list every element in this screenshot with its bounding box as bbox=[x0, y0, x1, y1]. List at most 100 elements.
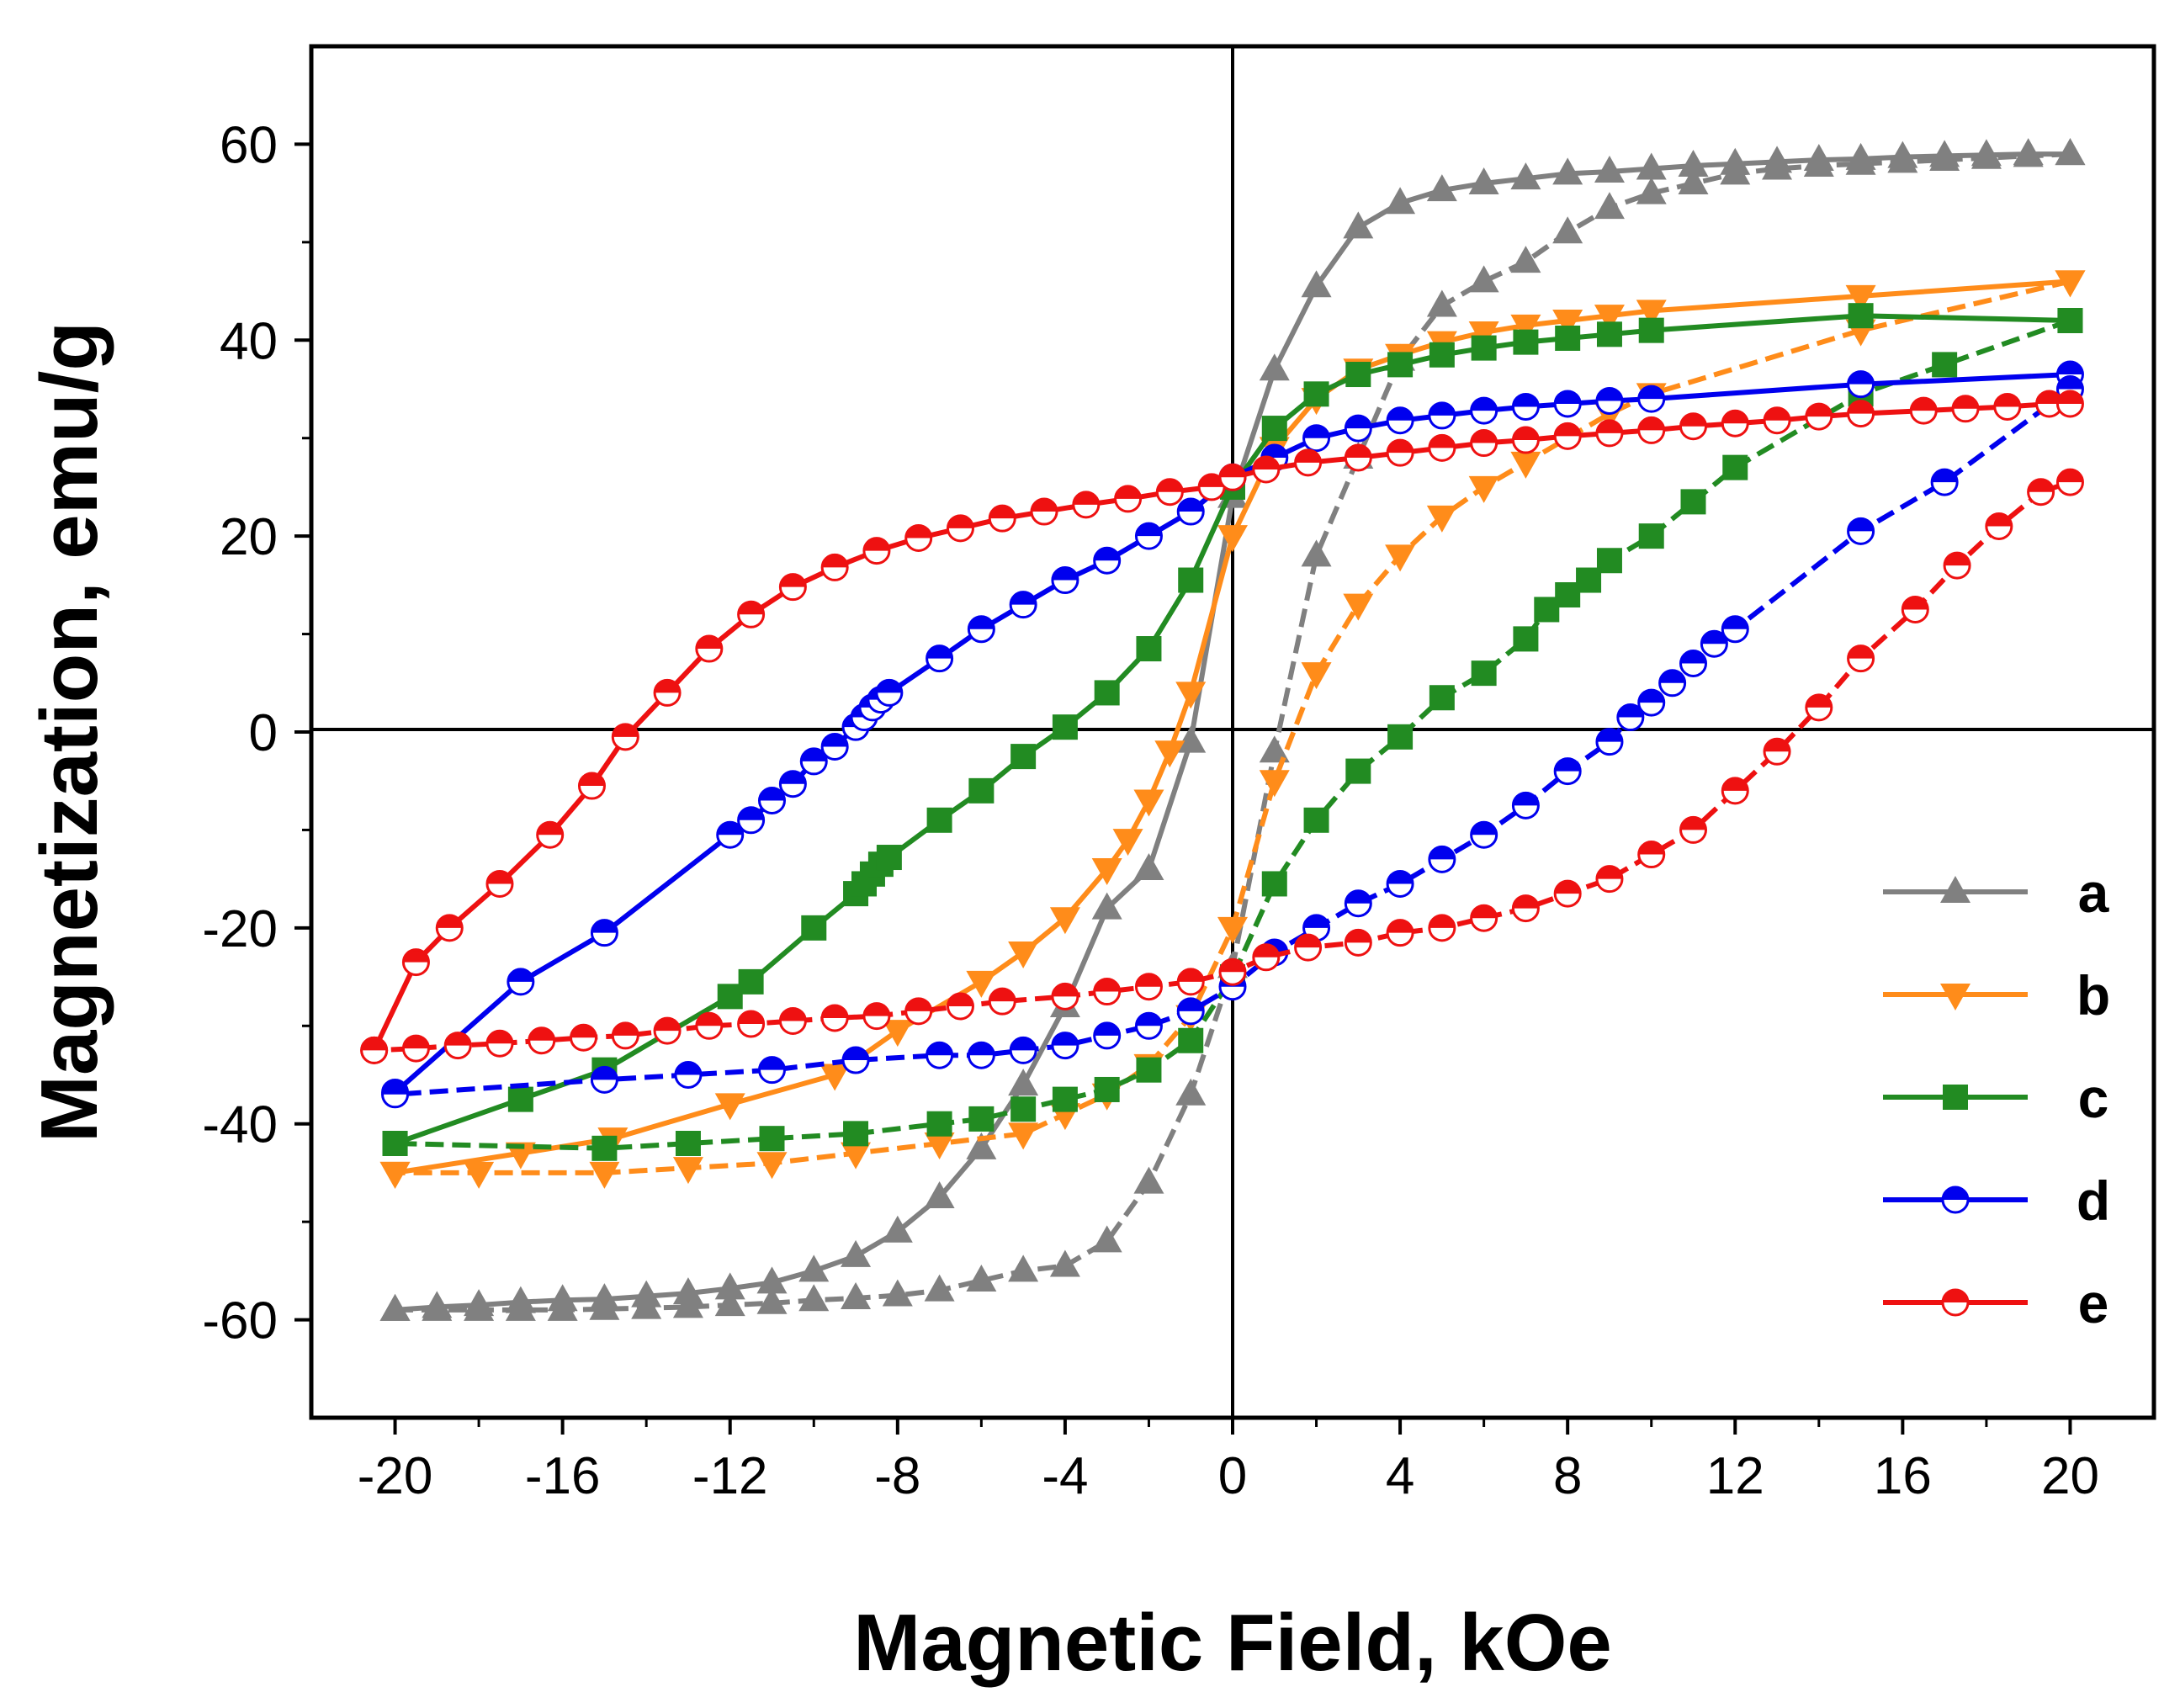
series-d-point bbox=[758, 1056, 786, 1085]
series-e-point bbox=[1176, 968, 1205, 996]
series-a-point bbox=[924, 1274, 955, 1302]
legend-label-b: b bbox=[2077, 964, 2110, 1026]
series-c-point bbox=[1638, 523, 1664, 549]
series-d-point bbox=[1511, 791, 1540, 820]
series-d-point bbox=[1721, 615, 1749, 644]
series-d-point bbox=[1428, 401, 1456, 430]
series-e-point bbox=[1847, 644, 1875, 673]
series-e-point bbox=[435, 914, 464, 942]
x-tick-label: 20 bbox=[2041, 1447, 2099, 1505]
series-a-point bbox=[1259, 735, 1290, 763]
series-e-point bbox=[1386, 919, 1414, 947]
series-b-point bbox=[924, 1132, 955, 1159]
legend-marker-d bbox=[1941, 1186, 1970, 1214]
series-e-point bbox=[1093, 978, 1122, 1006]
series-e-point bbox=[1805, 693, 1833, 722]
series-d-point bbox=[841, 1046, 870, 1074]
series-e-point bbox=[1252, 455, 1281, 484]
series-e-point bbox=[577, 772, 606, 800]
series-e-point bbox=[443, 1032, 472, 1060]
series-e-point bbox=[1197, 473, 1226, 501]
series-c-point bbox=[759, 1126, 785, 1152]
series-c-point bbox=[1052, 714, 1078, 740]
series-d-point bbox=[1470, 396, 1498, 425]
series-c-point bbox=[1534, 597, 1560, 623]
series-e-point bbox=[1218, 957, 1247, 986]
y-axis-title: Magnetization, emu/g bbox=[24, 321, 114, 1143]
series-a-point bbox=[1468, 167, 1499, 194]
series-a-point bbox=[1091, 892, 1122, 920]
series-a-point bbox=[672, 1291, 703, 1318]
series-a-point bbox=[1636, 152, 1667, 180]
series-e-point bbox=[611, 723, 639, 751]
series-e-point bbox=[401, 948, 430, 977]
series-a-point bbox=[798, 1254, 830, 1282]
series-e-point bbox=[536, 820, 565, 849]
series-d-point bbox=[1302, 424, 1331, 453]
series-e-point bbox=[1679, 412, 1707, 441]
series-e-point bbox=[862, 537, 891, 565]
series-d-point bbox=[1386, 869, 1414, 898]
series-b-point bbox=[966, 970, 997, 998]
series-c-point bbox=[1680, 489, 1706, 515]
series-d-point bbox=[1009, 1036, 1037, 1064]
series-d-point bbox=[1176, 997, 1205, 1026]
y-tick-label: -20 bbox=[202, 900, 278, 958]
series-c-point bbox=[382, 1131, 408, 1156]
x-tick-label: -12 bbox=[692, 1447, 768, 1505]
legend-label-a: a bbox=[2078, 862, 2110, 924]
series-e-point bbox=[1721, 409, 1749, 438]
y-tick-label: 60 bbox=[220, 116, 278, 174]
series-e-point bbox=[1805, 402, 1833, 431]
series-e-point bbox=[360, 1036, 389, 1064]
series-b-point bbox=[1217, 916, 1248, 944]
series-layer bbox=[360, 138, 2086, 1321]
x-tick-label: 12 bbox=[1706, 1447, 1764, 1505]
series-a-point bbox=[1426, 174, 1457, 202]
series-b-point bbox=[1845, 284, 1876, 312]
series-c-point bbox=[1261, 416, 1287, 442]
series-b-point bbox=[1468, 321, 1499, 348]
series-c-point bbox=[1094, 680, 1120, 706]
x-axis-title: Magnetic Field, kOe bbox=[853, 1598, 1612, 1688]
series-d-point bbox=[799, 747, 828, 776]
series-e-point bbox=[1637, 416, 1666, 444]
series-a-point bbox=[1510, 162, 1541, 190]
series-c-point bbox=[968, 1106, 995, 1132]
y-tick-label: 20 bbox=[220, 508, 278, 566]
series-d-point bbox=[1616, 703, 1645, 732]
series-a-point bbox=[1008, 1069, 1039, 1096]
series-d-point bbox=[1428, 845, 1456, 873]
series-a-point bbox=[1175, 725, 1207, 753]
series-a-point bbox=[1594, 192, 1625, 220]
series-d-point bbox=[1847, 370, 1875, 399]
series-d-point bbox=[1093, 1021, 1122, 1050]
series-e-point bbox=[1294, 933, 1323, 962]
y-tick-label: -40 bbox=[202, 1096, 278, 1154]
series-e-point bbox=[1386, 438, 1414, 467]
series-b-point bbox=[672, 1157, 703, 1185]
series-b bbox=[379, 270, 2086, 1189]
series-c-point bbox=[876, 845, 902, 871]
series-d-point bbox=[967, 615, 995, 644]
series-a-point bbox=[631, 1292, 662, 1319]
series-e-point bbox=[1428, 914, 1456, 942]
series-e-point bbox=[2055, 390, 2084, 418]
series-b-point bbox=[1343, 593, 1374, 621]
series-e-point bbox=[946, 514, 974, 543]
series-e-point bbox=[1847, 400, 1875, 428]
series-a-point bbox=[1008, 1254, 1039, 1282]
series-b-point bbox=[1049, 907, 1080, 935]
series-a-point bbox=[1301, 270, 1332, 298]
x-tick-label: 0 bbox=[1218, 1447, 1247, 1505]
series-c-point bbox=[1136, 636, 1162, 662]
series-e-point bbox=[1721, 777, 1749, 805]
series-a-point bbox=[505, 1293, 536, 1321]
series-b-point bbox=[1091, 858, 1122, 885]
series-a-point bbox=[1468, 265, 1499, 293]
series-e-point bbox=[1134, 973, 1163, 1001]
series-c-point bbox=[843, 1121, 869, 1147]
series-e-point bbox=[1252, 943, 1281, 972]
